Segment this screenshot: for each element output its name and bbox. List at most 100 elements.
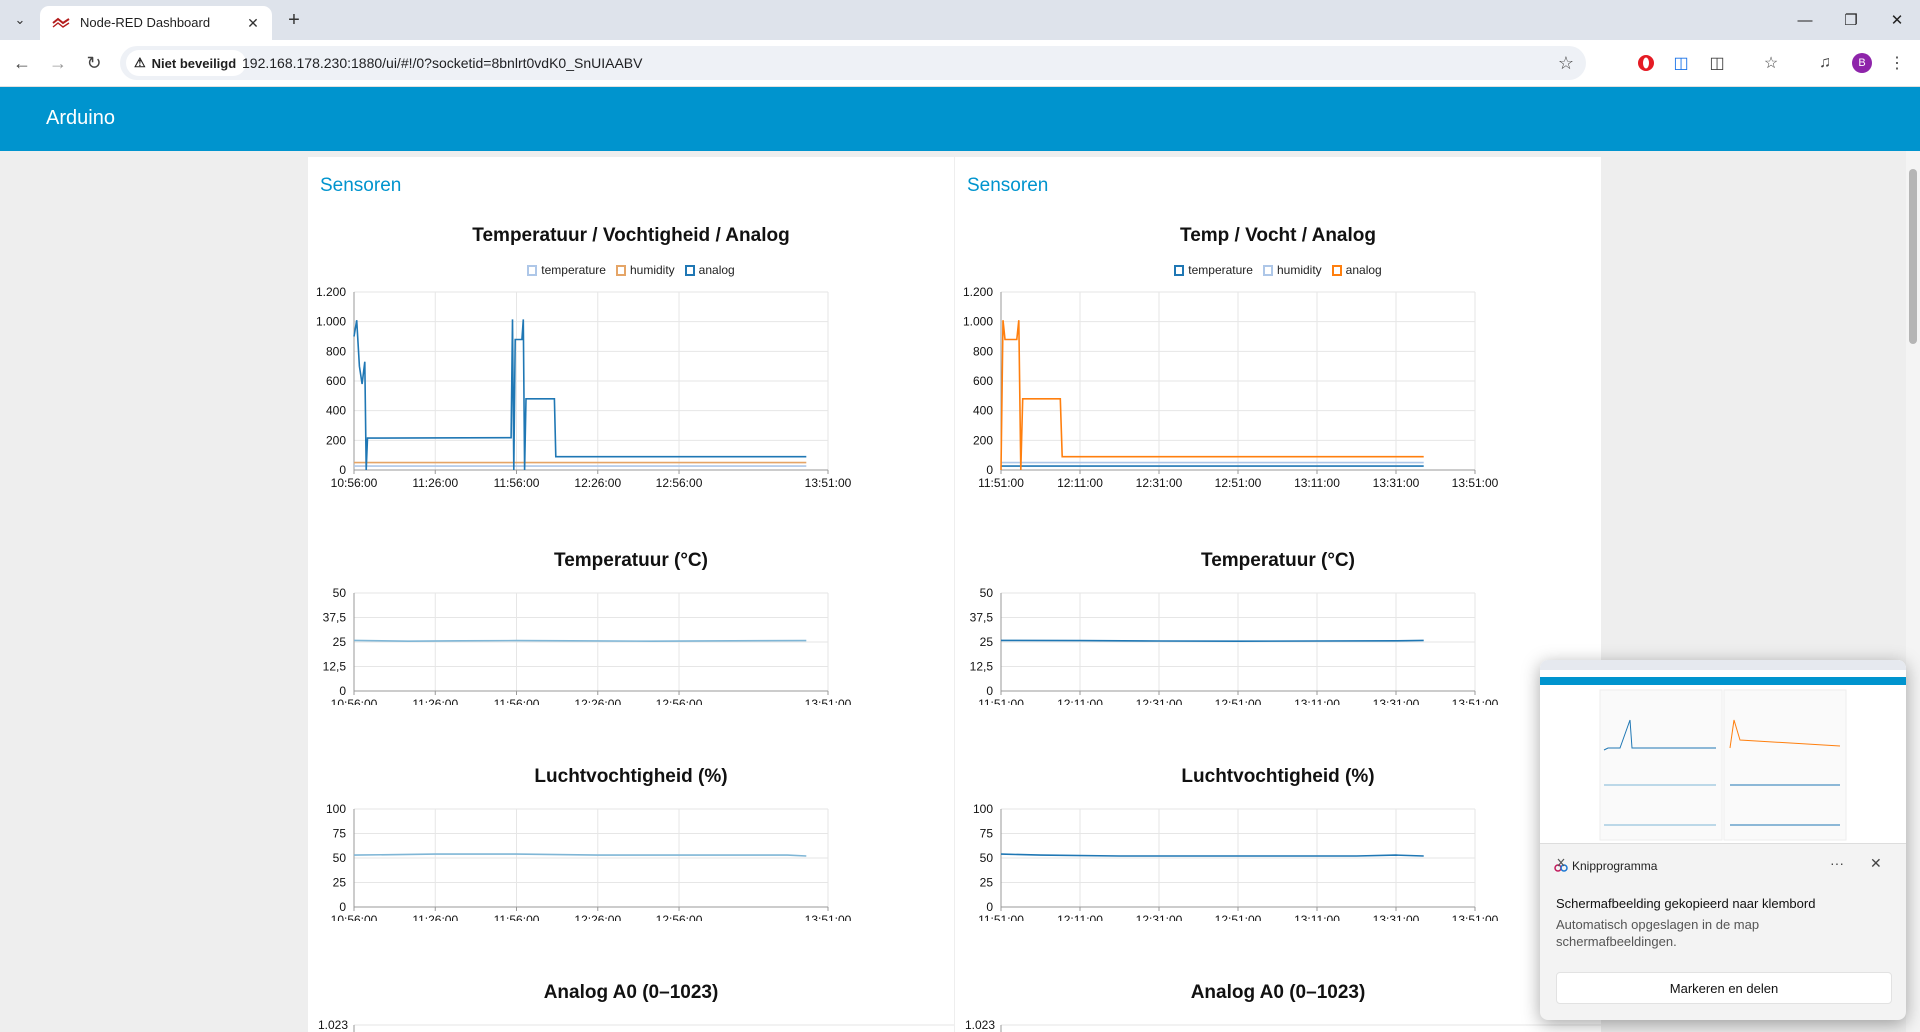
series-line-humidity bbox=[353, 853, 807, 857]
y-tick-label: 25 bbox=[333, 635, 347, 649]
scrollbar-thumb[interactable] bbox=[1909, 169, 1917, 344]
legend-item[interactable]: temperature bbox=[1174, 263, 1253, 277]
legend-label: humidity bbox=[629, 263, 675, 277]
x-tick-label: 12:56:00 bbox=[656, 476, 703, 487]
y-tick-label: 0 bbox=[339, 900, 346, 914]
tab-strip: ⌄ Node-RED Dashboard ✕ + — ❐ ✕ bbox=[0, 0, 1920, 40]
x-tick-label: 12:51:00 bbox=[1215, 697, 1262, 705]
close-icon[interactable]: ✕ bbox=[247, 14, 259, 31]
x-tick-label: 11:26:00 bbox=[412, 697, 458, 705]
media-icon[interactable]: ♫ bbox=[1819, 54, 1831, 71]
group-sensoren-left: Sensoren Temperatuur / Vochtigheid / Ana… bbox=[308, 157, 954, 1032]
kebab-menu-icon[interactable]: ⋮ bbox=[1889, 55, 1905, 72]
plus-icon[interactable]: + bbox=[288, 8, 300, 31]
security-chip[interactable]: ⚠ Niet beveiligd bbox=[126, 50, 247, 76]
y-tick-label: 0 bbox=[986, 684, 993, 698]
url-text[interactable]: 192.168.178.230:1880/ui/#!/0?socketid=8b… bbox=[242, 55, 643, 71]
chart-title: Temp / Vocht / Analog bbox=[1180, 225, 1376, 246]
dashboard-title: Arduino bbox=[46, 107, 115, 129]
mark-and-share-button[interactable]: Markeren en delen bbox=[1556, 972, 1892, 1004]
chart-title: Analog A0 (0–1023) bbox=[1190, 982, 1366, 1003]
legend-label: analog bbox=[1345, 263, 1382, 277]
line-chart-humidity: 0 25 50 75 100 11:51:00 12:11:00 12:31:00 12:51:… bbox=[973, 802, 1499, 921]
line-chart-humidity: 0 25 50 75 100 10:56:00 11:26:00 11:56:00 12:26:… bbox=[326, 802, 852, 921]
y-tick-label: 0 bbox=[986, 900, 993, 914]
back-icon[interactable]: ← bbox=[13, 52, 31, 73]
opera-extension-icon[interactable] bbox=[1635, 52, 1657, 74]
close-window-icon[interactable]: ✕ bbox=[1890, 12, 1904, 29]
screenshot-thumbnail[interactable] bbox=[1540, 660, 1906, 844]
snipping-tool-icon bbox=[1554, 858, 1568, 872]
x-tick-label: 13:51:00 bbox=[1452, 697, 1499, 705]
x-tick-label: 12:56:00 bbox=[656, 913, 703, 921]
x-tick-label: 13:11:00 bbox=[1294, 697, 1340, 705]
browser-toolbar: ← → ↻ ⚠ Niet beveiligd 192.168.178.230:1… bbox=[0, 40, 1920, 87]
x-tick-label: 11:56:00 bbox=[494, 913, 540, 921]
x-tick-label: 13:11:00 bbox=[1294, 913, 1340, 921]
series-line-temperature bbox=[1000, 639, 1424, 642]
address-bar[interactable]: ⚠ Niet beveiligd 192.168.178.230:1880/ui… bbox=[120, 46, 1586, 80]
snipping-notification[interactable]: Knipprogramma ··· ✕ Schermafbeelding gek… bbox=[1540, 660, 1906, 1020]
star-icon[interactable]: ☆ bbox=[1557, 53, 1574, 73]
line-chart-analog: 1.023 bbox=[318, 1018, 954, 1032]
x-tick-label: 12:56:00 bbox=[656, 697, 703, 705]
y-tick-label: 75 bbox=[333, 827, 347, 841]
legend-item[interactable]: humidity bbox=[1262, 263, 1322, 277]
legend-item[interactable]: humidity bbox=[615, 263, 675, 277]
x-tick-label: 12:11:00 bbox=[1057, 913, 1103, 921]
chart-title: Temperatuur (°C) bbox=[1201, 550, 1355, 571]
chart-title: Temperatuur / Vochtigheid / Analog bbox=[472, 225, 790, 246]
y-tick-label: 50 bbox=[333, 851, 347, 865]
x-tick-label: 13:11:00 bbox=[1294, 476, 1340, 487]
y-tick-label: 1.000 bbox=[963, 315, 993, 329]
y-tick-label: 200 bbox=[326, 433, 346, 447]
y-tick-label: 1.023 bbox=[318, 1018, 348, 1032]
series-line-temperature bbox=[353, 639, 807, 643]
legend-swatch bbox=[1262, 264, 1273, 276]
line-chart-combined: 0 200 400 600 800 1.000 1.200 11:51:00 12:11:00 1… bbox=[963, 285, 1499, 487]
y-tick-label: 0 bbox=[339, 463, 346, 477]
x-tick-label: 13:51:00 bbox=[1452, 476, 1499, 487]
x-tick-label: 12:26:00 bbox=[574, 913, 621, 921]
tab-list-icon[interactable]: ⌄ bbox=[14, 12, 26, 27]
close-icon[interactable]: ✕ bbox=[1870, 855, 1882, 871]
y-tick-label: 800 bbox=[973, 344, 993, 358]
vertical-scrollbar[interactable] bbox=[1906, 151, 1920, 1032]
legend-swatch bbox=[684, 264, 695, 276]
x-tick-label: 12:51:00 bbox=[1215, 476, 1262, 487]
translate-icon[interactable]: ◫ bbox=[1673, 55, 1689, 72]
legend-item[interactable]: analog bbox=[684, 263, 735, 277]
restore-icon[interactable]: ❐ bbox=[1844, 12, 1858, 29]
tab-node-red-dashboard[interactable]: Node-RED Dashboard ✕ bbox=[40, 6, 272, 40]
y-tick-label: 200 bbox=[973, 433, 993, 447]
y-tick-label: 1.200 bbox=[963, 285, 993, 299]
y-tick-label: 800 bbox=[326, 344, 346, 358]
y-tick-label: 37,5 bbox=[970, 611, 994, 625]
x-tick-label: 11:56:00 bbox=[494, 476, 540, 487]
more-options-icon[interactable]: ··· bbox=[1830, 855, 1844, 871]
y-tick-label: 37,5 bbox=[323, 611, 347, 625]
y-tick-label: 400 bbox=[326, 404, 346, 418]
chart-legend: temperature humidity analog bbox=[955, 263, 1601, 277]
legend-item[interactable]: temperature bbox=[527, 263, 606, 277]
x-tick-label: 11:51:00 bbox=[978, 697, 1024, 705]
group-sensoren-right: Sensoren Temp / Vocht / Analog temperatu… bbox=[955, 157, 1601, 1032]
avatar[interactable]: B bbox=[1852, 53, 1872, 73]
x-tick-label: 11:26:00 bbox=[412, 913, 458, 921]
x-tick-label: 12:11:00 bbox=[1057, 476, 1103, 487]
x-tick-label: 11:26:00 bbox=[412, 476, 458, 487]
x-tick-label: 12:26:00 bbox=[574, 476, 621, 487]
legend-label: temperature bbox=[541, 263, 606, 277]
bookmarks-icon[interactable]: ☆ bbox=[1763, 55, 1779, 72]
legend-item[interactable]: analog bbox=[1331, 263, 1382, 277]
notification-app-name: Knipprogramma bbox=[1572, 859, 1658, 873]
y-tick-label: 50 bbox=[980, 586, 994, 600]
puzzle-icon[interactable]: ◫ bbox=[1709, 55, 1725, 72]
reload-icon[interactable]: ↻ bbox=[86, 52, 102, 73]
minimize-icon[interactable]: — bbox=[1797, 11, 1813, 29]
chart-title: Luchtvochtigheid (%) bbox=[1181, 766, 1375, 787]
y-tick-label: 1.023 bbox=[965, 1018, 995, 1032]
chart-title: Luchtvochtigheid (%) bbox=[534, 766, 728, 787]
security-label: Niet beveiligd bbox=[151, 55, 237, 71]
forward-icon[interactable]: → bbox=[49, 52, 67, 73]
